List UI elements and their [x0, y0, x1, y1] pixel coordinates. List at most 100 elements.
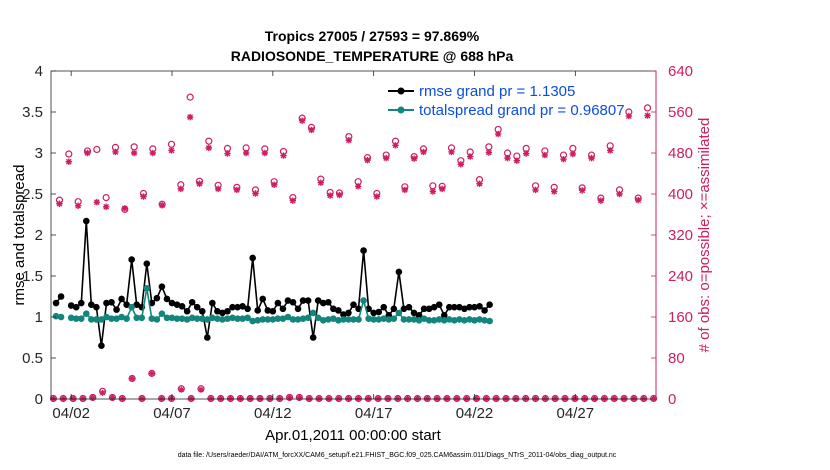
obs-assimilated-marker	[597, 197, 605, 204]
obs-assimilated-marker	[289, 197, 297, 204]
obs-assimilated-low-marker	[148, 370, 155, 377]
obs-assimilated-low-marker	[414, 395, 421, 402]
series-point-rmse	[82, 217, 90, 225]
series-line-rmse	[55, 221, 491, 346]
series-point-totalspread	[400, 316, 408, 323]
y-tick-label: 2	[35, 227, 43, 244]
x-tick-label: 04/22	[456, 405, 494, 422]
series-point-rmse	[415, 312, 423, 319]
series-point-totalspread	[445, 316, 453, 323]
obs-assimilated-low-marker	[473, 395, 480, 402]
obs-assimilated-marker	[112, 148, 119, 156]
obs-assimilated-low-marker	[345, 395, 352, 402]
series-point-rmse	[88, 301, 95, 309]
series-point-rmse	[471, 303, 478, 311]
obs-assimilated-marker	[354, 183, 362, 190]
y-tick-label: 0.5	[22, 350, 43, 367]
series-point-totalspread	[440, 316, 448, 324]
obs-assimilated-marker	[382, 154, 390, 162]
series-point-rmse	[173, 301, 181, 309]
y-right-tick-label: 640	[668, 63, 693, 80]
y-tick-label: 3	[35, 145, 43, 162]
obs-assimilated-low-marker	[542, 395, 549, 402]
series-point-totalspread	[168, 314, 176, 322]
obs-assimilated-low-marker	[168, 395, 175, 402]
series-point-rmse	[380, 303, 388, 311]
obs-assimilated-marker	[121, 205, 129, 212]
series-point-rmse	[143, 260, 151, 268]
series-point-rmse	[350, 301, 357, 309]
series-point-rmse	[168, 299, 176, 307]
obs-assimilated-marker	[606, 147, 614, 154]
obs-assimilated-marker	[140, 193, 147, 200]
series-point-totalspread	[143, 285, 151, 292]
series-point-totalspread	[244, 314, 251, 322]
obs-assimilated-low-marker	[188, 395, 195, 402]
series-point-totalspread	[380, 315, 388, 322]
series-point-totalspread	[173, 315, 181, 322]
series-point-rmse	[309, 334, 317, 341]
obs-assimilated-marker	[326, 192, 334, 199]
obs-assimilated-marker	[130, 149, 138, 157]
series-point-totalspread	[103, 313, 110, 321]
obs-possible-marker	[102, 193, 110, 202]
series-point-totalspread	[259, 316, 267, 323]
x-axis-ticks: 04/02 04/07 04/12 04/17 04/22 04/27	[52, 71, 594, 422]
series-point-totalspread	[461, 316, 468, 324]
series-point-totalspread	[279, 315, 287, 322]
series-point-totalspread	[193, 315, 201, 322]
obs-assimilated-marker	[373, 193, 381, 200]
series-point-totalspread	[304, 314, 312, 322]
series-point-totalspread	[178, 315, 186, 322]
obs-assimilated-marker	[485, 149, 493, 156]
series-point-totalspread	[284, 313, 292, 321]
series-point-totalspread	[188, 314, 196, 322]
series-point-totalspread	[385, 316, 393, 323]
series-point-rmse	[118, 295, 125, 303]
series-point-rmse	[319, 299, 327, 307]
series-point-rmse	[183, 307, 191, 315]
series-point-rmse	[229, 303, 236, 311]
obs-assimilated-marker	[186, 113, 194, 121]
series-point-rmse	[284, 297, 292, 304]
series-point-totalspread	[350, 316, 357, 323]
series-point-totalspread	[224, 315, 231, 322]
obs-assimilated-low-marker	[650, 395, 657, 402]
obs-assimilated-low-marker	[355, 395, 362, 402]
obs-assimilated-marker	[196, 180, 203, 187]
series-point-totalspread	[108, 315, 115, 322]
obs-assimilated-low-marker	[365, 395, 372, 402]
series-point-totalspread	[375, 316, 383, 323]
series-point-rmse	[340, 311, 347, 318]
y-right-axis-ticks: 0 80 160 240 320 400 480 560 640	[651, 63, 693, 408]
obs-assimilated-low-marker	[404, 395, 411, 402]
legend-rmse-marker	[397, 87, 405, 95]
series-point-totalspread	[420, 315, 428, 322]
obs-possible-marker	[205, 137, 213, 145]
series-point-totalspread	[486, 317, 493, 325]
obs-assimilated-low-marker	[434, 395, 441, 402]
obs-assimilated-low-marker	[109, 394, 116, 401]
obs-assimilated-marker	[532, 186, 539, 194]
series-point-totalspread	[93, 316, 100, 323]
series-point-totalspread	[481, 316, 488, 324]
series-point-rmse	[299, 297, 307, 304]
obs-assimilated-low-marker	[522, 395, 529, 402]
series-lines	[52, 217, 493, 350]
obs-assimilated-marker	[457, 161, 465, 168]
y-right-tick-label: 560	[668, 104, 693, 121]
series-point-rmse	[133, 301, 141, 309]
series-point-totalspread	[264, 316, 272, 323]
obs-assimilated-marker	[56, 200, 63, 207]
obs-assimilated-low-marker	[581, 395, 588, 402]
series-point-totalspread	[214, 315, 221, 322]
obs-assimilated-marker	[448, 148, 455, 156]
obs-possible-marker	[485, 143, 493, 151]
y-right-tick-label: 320	[668, 227, 693, 244]
y-tick-label: 0	[35, 391, 43, 408]
obs-assimilated-low-marker	[384, 395, 391, 402]
series-point-rmse	[390, 305, 398, 313]
obs-assimilated-low-marker	[266, 395, 273, 402]
y-right-tick-label: 240	[668, 268, 693, 285]
